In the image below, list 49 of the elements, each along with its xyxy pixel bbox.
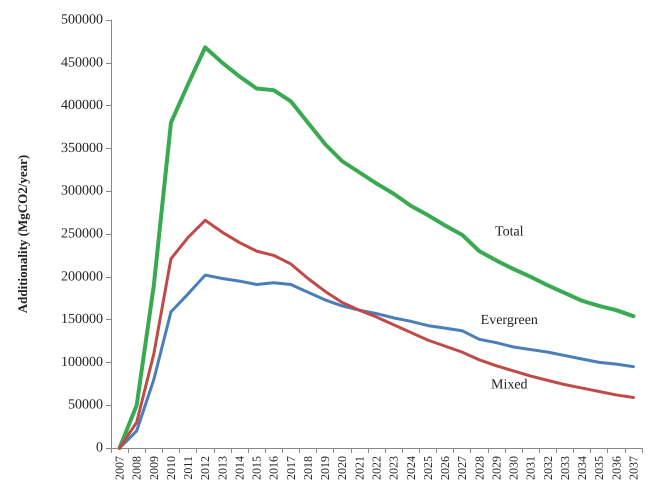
series-label: Evergreen	[480, 312, 538, 328]
y-tick-label: 150000	[61, 312, 103, 328]
y-tick-label: 250000	[61, 226, 103, 242]
x-tick-label: 2032	[540, 456, 555, 480]
line-series	[118, 45, 636, 450]
x-tick-label: 2031	[524, 456, 538, 480]
x-tick-label: 2018	[300, 456, 315, 480]
x-tick-label: 2029	[489, 456, 504, 480]
x-tick-label: 2024	[404, 456, 418, 480]
x-tick-label: 2016	[266, 456, 281, 480]
x-tick-label: 2007	[112, 456, 127, 480]
x-tick-label: 2009	[146, 456, 161, 480]
y-tick-label: 300000	[61, 184, 103, 199]
y-tick-label: 350000	[61, 140, 103, 156]
x-tick-label: 2015	[250, 456, 264, 480]
x-tick-label: 2035	[592, 456, 606, 480]
x-tick-label: 2030	[506, 456, 521, 480]
y-axis-title: Additionality (MgCO2/year)	[15, 154, 30, 314]
x-tick-label: 2010	[164, 456, 178, 480]
series-label: Mixed	[490, 377, 528, 392]
x-tick-label: 2033	[558, 456, 572, 480]
x-tick-label: 2022	[370, 456, 384, 480]
x-tick-label: 2027	[455, 456, 470, 480]
x-tick-label: 2019	[318, 456, 332, 480]
series-label: Total	[494, 224, 524, 240]
x-tick-label: 2026	[438, 456, 452, 480]
x-tick-label: 2013	[215, 456, 230, 480]
x-tick-label: 2020	[335, 456, 350, 480]
x-tick-label: 2036	[609, 456, 624, 480]
y-tick-label: 100000	[61, 354, 103, 370]
x-tick-label: 2021	[352, 456, 366, 480]
x-tick-label: 2012	[198, 456, 212, 480]
y-tick-label: 50000	[68, 398, 103, 413]
x-tick-label: 2028	[472, 456, 486, 480]
x-tick-label: 2011	[181, 456, 196, 480]
y-tick-label: 200000	[61, 269, 103, 284]
y-tick-label: 400000	[61, 98, 103, 114]
x-tick-label: 2014	[232, 456, 246, 480]
line-series	[118, 218, 635, 450]
y-tick-label: 450000	[61, 55, 103, 70]
x-tick-label: 2023	[386, 456, 401, 480]
x-tick-label: 2034	[575, 456, 590, 480]
y-tick-label: 500000	[61, 12, 103, 28]
line-series	[118, 274, 635, 450]
x-tick-label: 2025	[420, 456, 435, 480]
x-tick-label: 2017	[284, 456, 298, 480]
x-tick-label: 2037	[626, 456, 640, 480]
y-tick-label: 0	[96, 440, 103, 456]
x-tick-label: 2008	[130, 456, 144, 480]
